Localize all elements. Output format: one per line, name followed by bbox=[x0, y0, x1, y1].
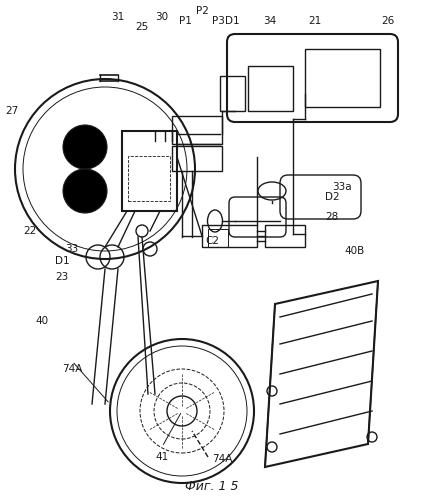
Text: 28: 28 bbox=[326, 212, 339, 222]
Text: 33: 33 bbox=[65, 244, 79, 254]
Text: 74A: 74A bbox=[62, 364, 82, 374]
Bar bbox=[122, 131, 177, 211]
Text: C2: C2 bbox=[205, 236, 219, 246]
Polygon shape bbox=[265, 281, 378, 467]
Text: 26: 26 bbox=[381, 16, 395, 26]
Text: 41: 41 bbox=[156, 452, 169, 462]
Bar bbox=[305, 49, 380, 107]
Bar bbox=[172, 146, 222, 171]
Bar bbox=[202, 225, 257, 247]
Text: 23: 23 bbox=[55, 272, 68, 282]
Text: P3: P3 bbox=[212, 16, 224, 26]
Text: P1: P1 bbox=[178, 16, 191, 26]
Text: 40: 40 bbox=[35, 316, 48, 326]
Bar bbox=[128, 156, 170, 201]
Text: 40B: 40B bbox=[345, 246, 365, 256]
Text: 25: 25 bbox=[136, 22, 149, 32]
Text: 27: 27 bbox=[6, 106, 19, 116]
Circle shape bbox=[63, 169, 107, 213]
Text: D1: D1 bbox=[55, 256, 69, 266]
Bar bbox=[220, 76, 245, 111]
Bar bbox=[265, 225, 305, 247]
Text: 31: 31 bbox=[111, 12, 125, 22]
Text: 30: 30 bbox=[156, 12, 169, 22]
Circle shape bbox=[63, 125, 107, 169]
Text: 74A: 74A bbox=[212, 454, 232, 464]
Text: 34: 34 bbox=[264, 16, 277, 26]
Text: 22: 22 bbox=[23, 226, 37, 236]
Text: D2: D2 bbox=[325, 192, 339, 202]
Text: P2: P2 bbox=[196, 6, 208, 16]
Text: D1: D1 bbox=[225, 16, 239, 26]
Bar bbox=[208, 229, 228, 247]
Text: 21: 21 bbox=[309, 16, 322, 26]
Bar bbox=[172, 116, 222, 144]
Bar bbox=[248, 66, 293, 111]
Text: 33a: 33a bbox=[332, 182, 352, 192]
Text: Фиг. 1 5: Фиг. 1 5 bbox=[185, 481, 239, 494]
